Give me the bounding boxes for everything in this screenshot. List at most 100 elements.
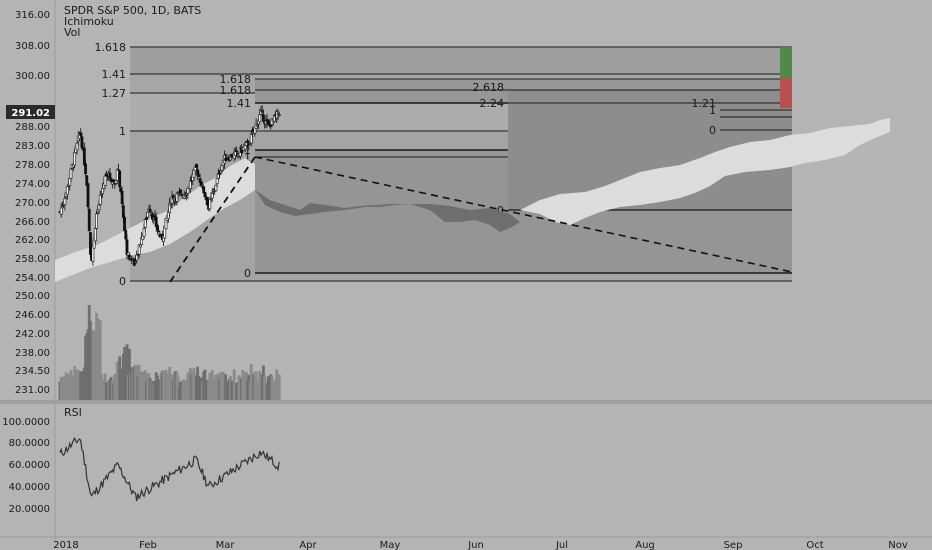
price-tick: 231.00 — [15, 385, 50, 396]
price-tick: 238.00 — [15, 348, 50, 359]
candle — [146, 211, 150, 221]
price-tick: 270.00 — [15, 198, 50, 209]
candle-body — [120, 190, 124, 204]
price-tick: 308.00 — [15, 41, 50, 52]
candle-body — [65, 186, 69, 195]
candle-body — [109, 178, 113, 182]
candle-body — [112, 179, 115, 183]
candle-body — [220, 164, 224, 171]
price-candles[interactable] — [58, 105, 281, 266]
candle-body — [138, 244, 142, 248]
fib-right-label-2618: 2.618 — [473, 81, 505, 94]
candle-body — [115, 169, 119, 181]
price-axis: 316.00 308.00 300.00 288.00 283.00 278.0… — [6, 10, 55, 396]
candle-body — [244, 142, 248, 146]
candle-body — [69, 168, 73, 179]
candle-body — [97, 204, 101, 211]
time-label-may: May — [380, 540, 401, 550]
time-label-mar: Mar — [216, 540, 236, 550]
candle-body — [73, 152, 77, 166]
fib-inner-label-1b: 1 — [244, 151, 251, 164]
fib-inner-label-0: 0 — [244, 267, 251, 280]
candle — [69, 167, 73, 183]
rsi-pane[interactable]: RSI — [59, 406, 280, 502]
candle-body — [98, 195, 102, 205]
symbol-title: SPDR S&P 500, 1D, BATS — [64, 4, 201, 17]
candle-body — [79, 132, 83, 137]
time-label-sep: Sep — [724, 540, 743, 550]
time-axis: 2018 Feb Mar Apr May Jun Jul Aug Sep Oct… — [0, 536, 932, 550]
rsi-axis: 100.0000 80.0000 60.0000 40.0000 20.0000 — [2, 417, 50, 515]
price-tick: 250.00 — [15, 291, 50, 302]
candle-body — [266, 120, 270, 125]
time-label-apr: Apr — [299, 540, 317, 550]
candle-body — [145, 217, 148, 220]
last-price-value: 291.02 — [11, 108, 50, 119]
candle-body — [196, 169, 200, 176]
trendline-descending[interactable] — [254, 156, 793, 273]
fib-inner-label-1: 1 — [244, 144, 251, 157]
candle-body — [95, 213, 98, 229]
candle-body — [142, 227, 146, 237]
price-tick: 254.00 — [15, 273, 50, 284]
candle-body — [195, 163, 198, 168]
fib-label-127: 1.27 — [102, 87, 127, 100]
price-tick: 288.00 — [15, 122, 50, 133]
candle-body — [135, 254, 139, 261]
candle — [262, 109, 265, 123]
fib-right-label-224: 2.24 — [480, 97, 505, 110]
time-label-jun: Jun — [467, 540, 484, 550]
candle — [84, 159, 87, 178]
candle-body — [123, 216, 126, 231]
indicator-ichimoku-label: Ichimoku — [64, 15, 114, 28]
trendline-rally[interactable] — [169, 156, 256, 283]
price-tick: 300.00 — [15, 71, 50, 82]
candle-body — [103, 175, 107, 186]
candle-body — [258, 114, 262, 122]
indicator-vol-label: Vol — [64, 26, 80, 39]
volume-bars[interactable] — [58, 305, 281, 400]
candle — [148, 204, 152, 213]
candle — [59, 202, 63, 218]
candle — [214, 184, 218, 193]
candle-body — [212, 189, 215, 192]
candle — [208, 198, 212, 212]
candle-body — [176, 192, 180, 195]
volume-bar — [254, 371, 258, 400]
time-label-2018: 2018 — [53, 540, 78, 550]
price-tick: 242.00 — [15, 329, 50, 340]
candle-body — [118, 170, 122, 188]
price-tick: 283.00 — [15, 141, 50, 152]
candle — [95, 211, 98, 230]
candle-body — [269, 124, 273, 127]
candle — [235, 146, 239, 158]
fib-label-141: 1.41 — [102, 68, 127, 81]
candle-body — [219, 170, 223, 174]
candle-body — [246, 140, 249, 143]
candle-body — [175, 193, 179, 202]
fib-right-label-0-top: 0 — [709, 124, 716, 137]
candle-body — [101, 187, 105, 194]
chart-header: SPDR S&P 500, 1D, BATS Ichimoku Vol — [64, 4, 201, 39]
candle-body — [214, 184, 218, 191]
candle-body — [203, 191, 207, 197]
fib-right-label-0: 0 — [497, 204, 504, 217]
time-label-nov: Nov — [888, 540, 908, 550]
candle-body — [89, 232, 92, 255]
candle-body — [113, 183, 117, 185]
candle-body — [215, 177, 219, 184]
candle-body — [146, 212, 150, 218]
time-label-oct: Oct — [806, 540, 823, 550]
candle-body — [124, 230, 128, 240]
rsi-tick: 60.0000 — [9, 460, 50, 471]
candle-body — [197, 174, 201, 177]
candle-body — [63, 198, 67, 205]
volume-bar — [98, 320, 102, 400]
candle-body — [179, 189, 182, 193]
candle — [277, 111, 281, 117]
candle-body — [188, 180, 192, 189]
volume-bar — [277, 374, 281, 400]
candle-body — [93, 228, 97, 242]
candle-body — [202, 186, 206, 194]
